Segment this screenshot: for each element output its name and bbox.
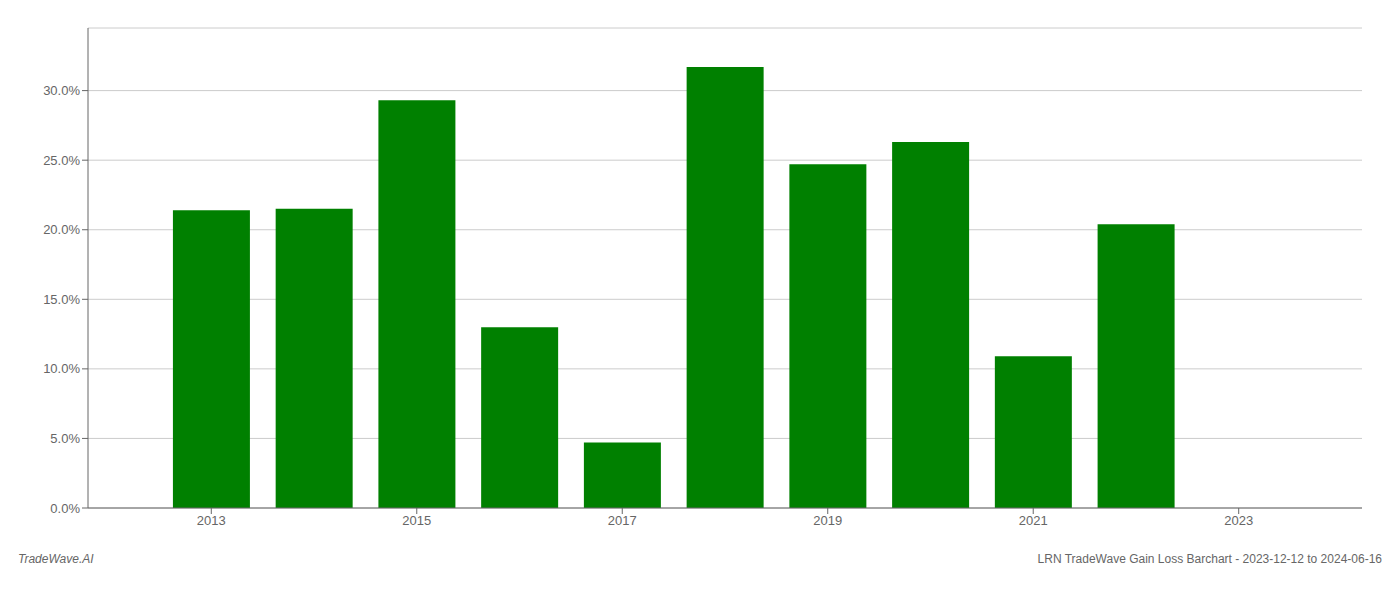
html-text:LRN TradeWave Gain Loss Barcha: LRN TradeWave Gain Loss Barchart - 2023-… <box>1037 552 1382 566</box>
svg-text:25.0%: 25.0% <box>43 153 80 168</box>
svg-text:5.0%: 5.0% <box>50 431 80 446</box>
html-text:TradeWave.AI: TradeWave.AI <box>18 552 94 566</box>
svg-text:0.0%: 0.0% <box>50 501 80 516</box>
svg-text:2013: 2013 <box>197 513 226 528</box>
svg-text:20.0%: 20.0% <box>43 222 80 237</box>
svg-text:30.0%: 30.0% <box>43 83 80 98</box>
svg-text:2019: 2019 <box>813 513 842 528</box>
svg-text:2021: 2021 <box>1019 513 1048 528</box>
svg-text:10.0%: 10.0% <box>43 361 80 376</box>
svg-text:2017: 2017 <box>608 513 637 528</box>
svg-text:2023: 2023 <box>1224 513 1253 528</box>
svg-text:2015: 2015 <box>402 513 431 528</box>
svg-text:15.0%: 15.0% <box>43 292 80 307</box>
